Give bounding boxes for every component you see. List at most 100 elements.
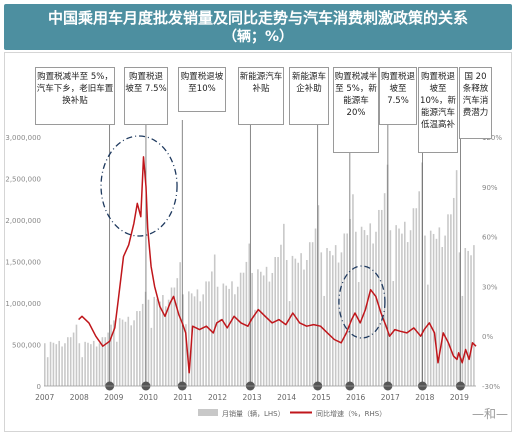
y-right-tick-label: 120% bbox=[482, 134, 502, 142]
sales-bar bbox=[144, 291, 147, 386]
x-tick-label: 2013 bbox=[243, 393, 262, 402]
sales-bar bbox=[323, 295, 325, 386]
sales-bar bbox=[375, 231, 377, 386]
policy-annotation-a5: 新能源车企补助 bbox=[289, 67, 329, 125]
sales-bar bbox=[418, 191, 420, 386]
chart-title-banner: 中国乘用车月度批发销量及同比走势与汽车消费刺激政策的关系 （辆；%） bbox=[4, 4, 512, 50]
sales-bar bbox=[139, 311, 141, 386]
sales-bar bbox=[234, 294, 236, 386]
sales-bar bbox=[72, 332, 75, 386]
sales-bar bbox=[84, 341, 86, 386]
highlight-circles bbox=[100, 135, 386, 339]
sales-bar bbox=[107, 332, 109, 386]
sales-bar bbox=[395, 225, 397, 386]
sales-bar bbox=[196, 289, 199, 386]
x-tick-label: 2016 bbox=[346, 393, 365, 402]
y-left-tick-label: 2,000,000 bbox=[5, 217, 41, 225]
sales-bar bbox=[202, 294, 204, 386]
sales-bar bbox=[470, 255, 472, 386]
sales-bar bbox=[239, 272, 242, 386]
sales-bar bbox=[222, 283, 225, 386]
y-left-tick-label: 1,500,000 bbox=[5, 259, 41, 267]
sales-bar bbox=[98, 343, 101, 386]
sales-bar bbox=[95, 346, 98, 386]
sales-bar bbox=[193, 296, 196, 386]
sales-bar bbox=[283, 223, 285, 386]
x-tick-label: 2019 bbox=[450, 393, 469, 402]
x-tick-label: 2009 bbox=[104, 393, 123, 402]
sales-bar bbox=[124, 321, 127, 386]
sales-bar bbox=[147, 299, 150, 386]
sales-bar bbox=[90, 344, 92, 386]
sales-bar bbox=[398, 228, 400, 386]
sales-bar bbox=[81, 357, 84, 386]
sales-bar bbox=[271, 272, 274, 386]
highlight-circle-2016 bbox=[338, 265, 386, 339]
sales-bar bbox=[257, 269, 259, 386]
sales-bar bbox=[366, 235, 369, 386]
sales-bar bbox=[150, 327, 153, 386]
sales-bar bbox=[136, 311, 138, 386]
sales-bar bbox=[294, 258, 297, 386]
sales-bar bbox=[156, 298, 158, 386]
sales-bar bbox=[340, 252, 343, 386]
sales-bar bbox=[473, 245, 475, 386]
sales-bar bbox=[231, 281, 233, 386]
sales-bar bbox=[401, 233, 403, 386]
x-tick-label: 2015 bbox=[312, 393, 331, 402]
sales-bar bbox=[265, 266, 268, 386]
sales-bar bbox=[447, 214, 449, 386]
sales-bar bbox=[110, 324, 112, 386]
sales-bar bbox=[314, 228, 317, 386]
chart-subtitle-unit: （辆；%） bbox=[222, 28, 294, 45]
sales-bar bbox=[458, 252, 461, 386]
sales-bar bbox=[461, 295, 464, 386]
x-tick-label: 2014 bbox=[277, 393, 296, 402]
sales-bar bbox=[113, 320, 115, 386]
sales-bar bbox=[182, 294, 184, 386]
policy-annotation-a7: 购置税退坡至 7.5% bbox=[379, 67, 417, 125]
sales-bar bbox=[170, 287, 173, 386]
sales-bars bbox=[44, 162, 475, 386]
sales-bar bbox=[277, 257, 279, 386]
sales-bar bbox=[326, 248, 328, 386]
policy-annotation-a6: 购置税减半至 5%，新能源车 20% bbox=[333, 67, 379, 153]
x-tick-label: 2011 bbox=[173, 393, 192, 402]
y-left-tick-label: 1,000,000 bbox=[5, 300, 41, 308]
sales-bar bbox=[208, 281, 210, 386]
sales-bar bbox=[346, 233, 348, 386]
sales-bar bbox=[262, 275, 265, 386]
sales-bar bbox=[355, 231, 357, 386]
sales-bar bbox=[297, 262, 300, 386]
sales-bar bbox=[164, 306, 167, 386]
y-right-tick-label: -30% bbox=[482, 383, 500, 391]
sales-bar bbox=[167, 299, 170, 386]
y-left-tick-label: 3,000,000 bbox=[5, 134, 41, 142]
sales-bar bbox=[383, 193, 386, 386]
sales-bar bbox=[435, 238, 438, 386]
sales-bar bbox=[404, 221, 406, 386]
sales-bar bbox=[236, 286, 239, 386]
sales-bar bbox=[380, 209, 383, 386]
sales-bar bbox=[176, 278, 179, 386]
sales-bar bbox=[452, 197, 455, 386]
sales-bar bbox=[337, 262, 340, 386]
sales-bar bbox=[61, 346, 63, 386]
sales-bar bbox=[211, 271, 213, 386]
y-right-tick-label: 60% bbox=[482, 234, 498, 242]
y-left-tick-label: 0 bbox=[37, 383, 41, 391]
sales-bar bbox=[412, 208, 415, 386]
sales-bar bbox=[162, 295, 164, 386]
x-tick-label: 2008 bbox=[70, 393, 89, 402]
sales-bar bbox=[409, 230, 412, 386]
sales-bar bbox=[300, 253, 302, 386]
x-tick-label: 2017 bbox=[381, 393, 400, 402]
policy-annotation-a9: 国 20 条释放汽车消费潜力 bbox=[459, 67, 492, 139]
policy-annotation-a2: 购置税退坡至 7.5% bbox=[124, 67, 168, 125]
sales-bar bbox=[64, 343, 66, 386]
sales-bar bbox=[242, 272, 245, 386]
sales-bar bbox=[141, 303, 144, 386]
policy-annotation-a3: 购置税退坡至10% bbox=[178, 67, 226, 112]
sales-bar bbox=[332, 255, 334, 386]
